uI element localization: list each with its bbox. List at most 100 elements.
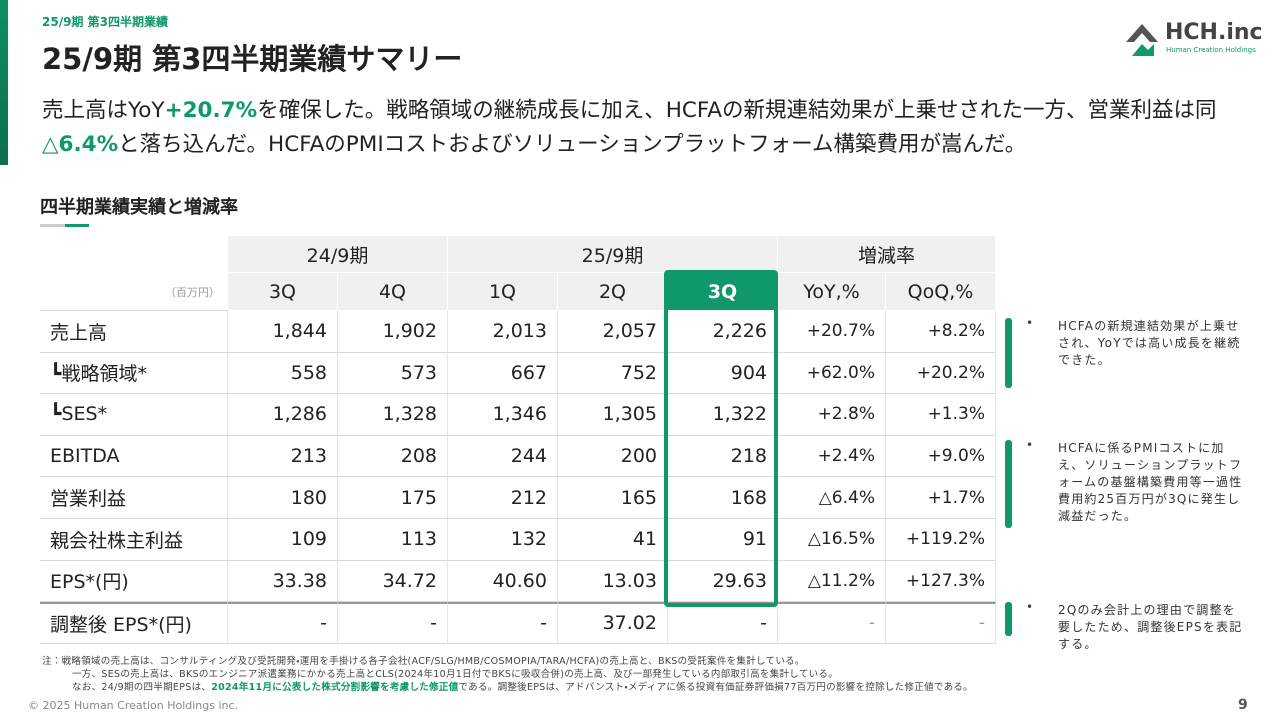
table-cell: 212 xyxy=(448,477,558,519)
column-header: 2Q xyxy=(558,273,668,311)
table-cell: 113 xyxy=(338,519,448,561)
table-cell: - xyxy=(668,602,778,644)
summary-text: と落ち込んだ。HCFAのPMIコストおよびソリューションプラットフォーム構築費用… xyxy=(118,132,1027,157)
table-cell: 109 xyxy=(228,519,338,561)
breadcrumb: 25/9期 第3四半期業績 xyxy=(42,15,168,29)
row-label: ┗SES* xyxy=(40,394,228,436)
table-cell: - xyxy=(448,602,558,644)
comment-bar xyxy=(1005,602,1012,636)
table-cell: △6.4% xyxy=(778,477,886,519)
table-cell: +119.2% xyxy=(886,519,996,561)
comment-text: HCFAの新規連結効果が上乗せされ、YoYでは高い成長を継続できた。 xyxy=(1058,319,1241,367)
table-cell: +2.4% xyxy=(778,435,886,478)
logo: HCH.inc xyxy=(1165,20,1263,45)
table-cell: 2,013 xyxy=(448,311,558,353)
table-cell: - xyxy=(886,602,996,644)
table-cell: +127.3% xyxy=(886,560,996,603)
note-line: 一方、SESの売上高は、BKSのエンジニア派遣業務にかかる売上高とCLS(202… xyxy=(42,668,973,681)
note-text: 2024年11月に公表した株式分割影響を考慮した修正値 xyxy=(211,682,459,693)
copyright: © 2025 Human Creation Holdings inc. xyxy=(28,699,239,712)
summary-text: +20.7% xyxy=(164,98,258,123)
column-header: QoQ,% xyxy=(886,273,996,311)
table-cell: 180 xyxy=(228,477,338,519)
table-cell: 1,286 xyxy=(228,394,338,436)
summary-text: 売上高はYoY xyxy=(42,98,165,123)
bullet: • xyxy=(1026,316,1034,330)
table-cell: 752 xyxy=(558,352,668,395)
note-text: なお、24/9期の四半期EPSは、 xyxy=(72,682,212,693)
row-label: 調整後 EPS*(円) xyxy=(40,602,228,644)
underline xyxy=(40,224,65,227)
table-cell: 208 xyxy=(338,435,448,478)
note-line: 注：戦略領域の売上高は、コンサルティング及び受託開発・運用を手掛ける各子会社(A… xyxy=(42,655,973,668)
table-cell: - xyxy=(228,602,338,644)
note-text: である。調整後EPSは、アドバンスト・メディアに係る投資有価証券評価損77百万円… xyxy=(458,682,973,693)
summary-text: を確保した。戦略領域の継続成長に加え、HCFAの新規連結効果が上乗せされた一方、… xyxy=(257,98,1217,123)
note-line: なお、24/9期の四半期EPSは、2024年11月に公表した株式分割影響を考慮し… xyxy=(42,681,973,694)
table-cell: 1,328 xyxy=(338,394,448,436)
note-text: 注：戦略領域の売上高は、コンサルティング及び受託開発・運用を手掛ける各子会社(A… xyxy=(42,656,805,667)
table-cell: 1,902 xyxy=(338,311,448,353)
table-cell: +8.2% xyxy=(886,311,996,353)
table-cell: 33.38 xyxy=(228,560,338,603)
row-label: EBITDA xyxy=(40,435,228,478)
table-cell: △16.5% xyxy=(778,519,886,561)
table-cell: 132 xyxy=(448,519,558,561)
unit: （百万円） xyxy=(40,273,228,311)
table-cell: 244 xyxy=(448,435,558,478)
table-cell: 165 xyxy=(558,477,668,519)
table-cell: 1,305 xyxy=(558,394,668,436)
notes: 注：戦略領域の売上高は、コンサルティング及び受託開発・運用を手掛ける各子会社(A… xyxy=(42,655,973,694)
table-cell: 13.03 xyxy=(558,560,668,603)
row-label: 親会社株主利益 xyxy=(40,519,228,561)
table-cell: 34.72 xyxy=(338,560,448,603)
table-cell: 1,844 xyxy=(228,311,338,353)
table-cell: 667 xyxy=(448,352,558,395)
note-text: 一方、SESの売上高は、BKSのエンジニア派遣業務にかかる売上高とCLS(202… xyxy=(72,669,839,680)
table-cell: 1,346 xyxy=(448,394,558,436)
column-header: 3Q xyxy=(228,273,338,311)
row-label: 営業利益 xyxy=(40,477,228,519)
row-label: ┗戦略領域* xyxy=(40,352,228,395)
section-title: 四半期業績実績と増減率 xyxy=(40,197,238,218)
bullet: • xyxy=(1026,600,1034,614)
comment-bar xyxy=(1005,440,1012,528)
row-label: 売上高 xyxy=(40,311,228,353)
summary: 売上高はYoY+20.7%を確保した。戦略領域の継続成長に加え、HCFAの新規連… xyxy=(42,94,1262,162)
comment-text: 2Qのみ会計上の理由で調整を要したため、調整後EPSを表記する。 xyxy=(1058,603,1243,651)
table-cell: 41 xyxy=(558,519,668,561)
table-cell: 40.60 xyxy=(448,560,558,603)
table-cell: 2,057 xyxy=(558,311,668,353)
table-cell: 558 xyxy=(228,352,338,395)
table-cell: +20.7% xyxy=(778,311,886,353)
highlight-box xyxy=(664,270,778,607)
summary-text: △6.4% xyxy=(42,132,119,157)
page-number: 9 xyxy=(1238,697,1248,713)
column-header: 1Q xyxy=(448,273,558,311)
table-cell: 213 xyxy=(228,435,338,478)
table-cell: 175 xyxy=(338,477,448,519)
logo-sub: Human Creation Holdings xyxy=(1166,46,1256,54)
table-cell: +9.0% xyxy=(886,435,996,478)
comment-bar xyxy=(1005,318,1012,388)
column-header: 3Q xyxy=(668,273,778,311)
table-cell: 573 xyxy=(338,352,448,395)
bullet: • xyxy=(1026,438,1034,452)
table-cell: △11.2% xyxy=(778,560,886,603)
table-cell: - xyxy=(338,602,448,644)
table-cell: 200 xyxy=(558,435,668,478)
title: 25/9期 第3四半期業績サマリー xyxy=(42,42,463,76)
group-header: 25/9期 xyxy=(448,236,778,273)
column-header: YoY,% xyxy=(778,273,886,311)
table-cell: 37.02 xyxy=(558,602,668,644)
row-label: EPS*(円) xyxy=(40,560,228,603)
comment-text: HCFAに係るPMIコストに加え、ソリューションプラットフォームの基盤構築費用等… xyxy=(1058,441,1243,523)
table-cell: +1.7% xyxy=(886,477,996,519)
accent-bar xyxy=(0,0,8,165)
table-cell: +62.0% xyxy=(778,352,886,395)
table-cell: +20.2% xyxy=(886,352,996,395)
group-header: 24/9期 xyxy=(228,236,448,273)
table-cell: - xyxy=(778,602,886,644)
column-header: 4Q xyxy=(338,273,448,311)
